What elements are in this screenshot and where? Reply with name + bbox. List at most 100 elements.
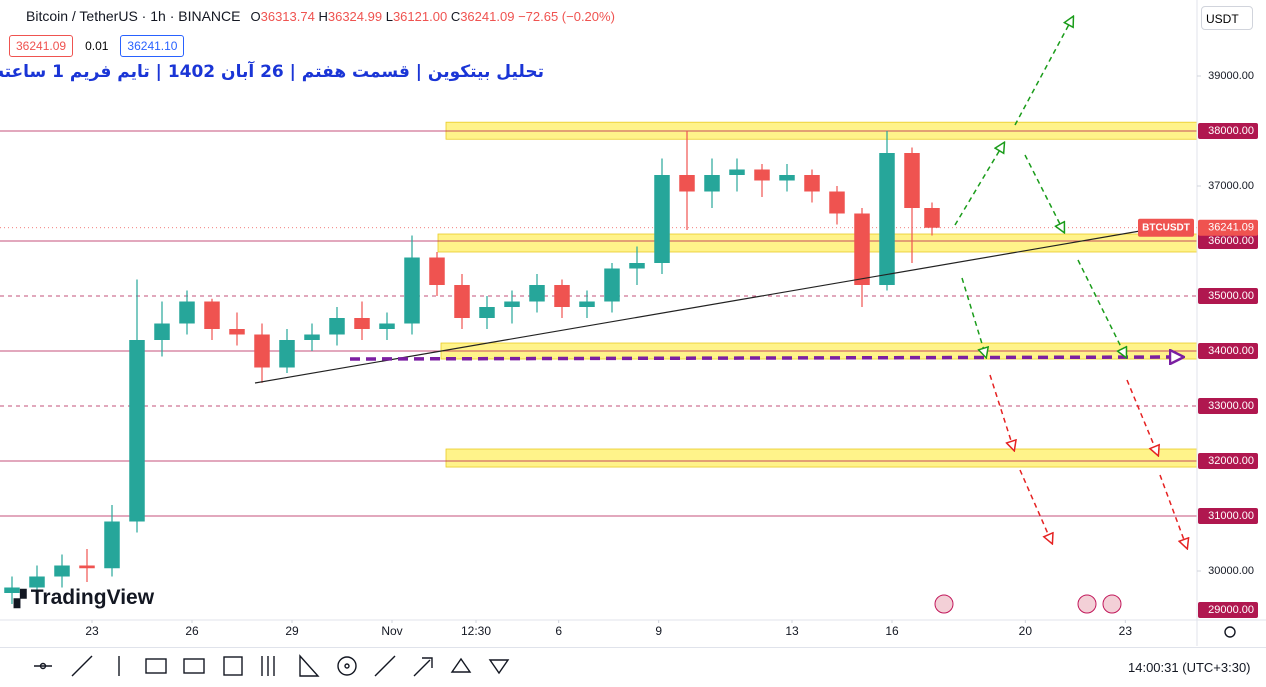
candle-body: [104, 521, 120, 569]
support-zone: [445, 448, 1198, 468]
candle-body: [704, 175, 720, 192]
candle-body: [479, 307, 495, 319]
y-tick-label: 30000.00: [1208, 565, 1254, 577]
x-tick-label: 26: [185, 624, 199, 638]
x-tick-label: 12:30: [461, 624, 491, 638]
y-tick-label: 34000.00: [1208, 345, 1254, 357]
time: 14:00:31: [1128, 660, 1179, 675]
candle-body: [904, 153, 920, 209]
candle-body: [654, 175, 670, 264]
candle-body: [879, 153, 895, 286]
candle-body: [779, 175, 795, 181]
ohlc-value: 36241.09: [460, 8, 515, 24]
candle-body: [129, 340, 145, 522]
green-arrow: [961, 277, 986, 357]
ask-button[interactable]: 36241.10: [120, 35, 185, 57]
x-tick-label: 29: [285, 624, 299, 638]
toolbar-icons[interactable]: [34, 626, 1236, 677]
candle-body: [4, 587, 20, 593]
x-tick-label: 20: [1019, 624, 1033, 638]
candle-body: [279, 340, 295, 368]
candle-body: [854, 213, 870, 286]
symbol-tag-bg: [1138, 218, 1194, 237]
candle-body: [304, 334, 320, 341]
tick-highlight: [1198, 398, 1258, 414]
candle-body: [604, 268, 620, 302]
y-tick-label: 39000.00: [1208, 70, 1254, 82]
candle-body: [179, 301, 195, 324]
symbol-name[interactable]: Bitcoin / TetherUS · 1h · BINANCE: [26, 8, 241, 24]
candle-body: [79, 565, 95, 569]
x-tick-label: 23: [1119, 624, 1133, 638]
bid-button[interactable]: 36241.09: [9, 35, 74, 57]
tick-highlight: [1198, 602, 1258, 618]
last-price-tag: 36241.09: [1208, 222, 1254, 234]
green-arrow: [1077, 259, 1126, 357]
y-tick-label: 38000.00: [1208, 125, 1254, 137]
x-tick-label: 9: [655, 624, 662, 638]
candle-body: [54, 565, 70, 577]
candle-body: [754, 169, 770, 181]
green-arrow: [1014, 17, 1073, 126]
candle-body: [404, 257, 420, 324]
green-arrow: [954, 143, 1004, 226]
candle-body: [804, 175, 820, 192]
candle-body: [554, 285, 570, 308]
y-tick-label: 37000.00: [1208, 180, 1254, 192]
candle-body: [204, 301, 220, 330]
bottom-toolbar: [0, 647, 1266, 687]
y-tick-label: 35000.00: [1208, 290, 1254, 302]
candle-body: [429, 257, 445, 286]
support-zone: [437, 233, 1198, 253]
clock: 14:00:31 (UTC+3:30): [1128, 660, 1251, 675]
timezone[interactable]: (UTC+3:30): [1182, 660, 1251, 675]
symbol-tag: BTCUSDT: [1142, 222, 1190, 233]
spread: 0.01: [85, 39, 109, 53]
x-tick-label: 13: [785, 624, 799, 638]
x-tick-label: 6: [555, 624, 562, 638]
ohlc: O36313.74 H36324.99 L36121.00 C36241.09 …: [250, 9, 614, 24]
y-tick-label: 32000.00: [1208, 455, 1254, 467]
candle-body: [629, 263, 645, 269]
currency-select[interactable]: USDT: [1201, 6, 1253, 30]
candle-body: [354, 318, 370, 330]
candle-body: [379, 323, 395, 330]
ohlc-value: 36324.99: [327, 8, 383, 24]
drawings: [254, 17, 1187, 614]
purple-arrow: [349, 357, 1183, 359]
symbol-header: Bitcoin / TetherUS · 1h · BINANCE O36313…: [8, 8, 615, 24]
ohlc-key: O: [250, 8, 261, 24]
candle-body: [329, 318, 345, 335]
event-icons[interactable]: [934, 594, 1122, 614]
ohlc-value: 36313.74: [260, 8, 315, 24]
green-arrow: [1024, 154, 1064, 232]
tick-highlight: [1198, 453, 1258, 469]
candle-body: [29, 576, 45, 588]
candle-body: [924, 208, 940, 228]
y-tick-label: 29000.00: [1208, 604, 1254, 616]
tick-highlight: [1198, 343, 1258, 359]
x-tick-label: 23: [85, 624, 99, 638]
ohlc-key: L: [385, 8, 393, 24]
candle-body: [454, 285, 470, 319]
last-price-tag-bg: [1198, 219, 1258, 236]
ohlc-value: 36121.00: [392, 8, 448, 24]
candle-body: [504, 301, 520, 308]
y-tick-label: 36000.00: [1208, 235, 1254, 247]
candle-body: [729, 169, 745, 176]
red-arrow: [989, 374, 1014, 450]
candle-body: [679, 175, 695, 192]
candle-body: [579, 301, 595, 308]
tick-highlight: [1198, 123, 1258, 140]
logo-text: TradingView: [30, 586, 155, 609]
tick-highlight: [1198, 288, 1258, 305]
y-tick-label: 33000.00: [1208, 400, 1254, 412]
candle-body: [529, 285, 545, 302]
candle-body: [154, 323, 170, 341]
red-arrow: [1159, 474, 1187, 548]
tick-highlight: [1198, 507, 1258, 524]
x-tick-label: 16: [885, 624, 899, 638]
x-tick-label: Nov: [381, 624, 402, 638]
